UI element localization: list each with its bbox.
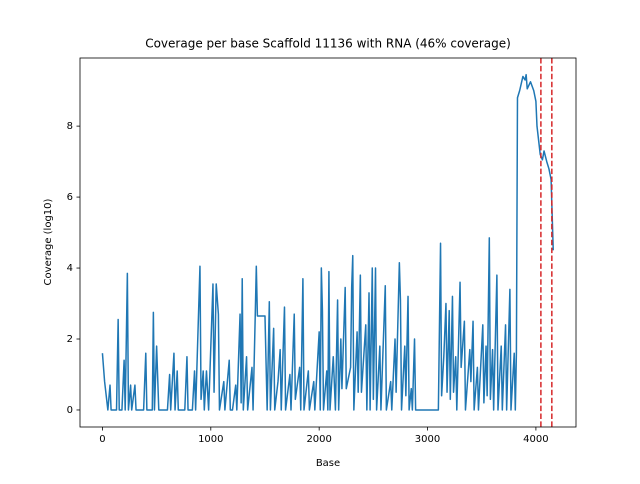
y-tick-label: 6	[67, 192, 73, 203]
axes-frame	[79, 57, 577, 428]
chart-title: Coverage per base Scaffold 11136 with RN…	[145, 37, 511, 51]
x-tick-label: 0	[99, 434, 105, 445]
y-tick-label: 8	[67, 121, 73, 132]
x-tick-label: 4000	[523, 434, 548, 445]
y-tick-label: 2	[67, 334, 73, 345]
data-line	[101, 73, 554, 411]
y-tick-label: 0	[67, 405, 73, 416]
x-tick-label: 3000	[415, 434, 440, 445]
y-axis-label: Coverage (log10)	[43, 198, 54, 285]
x-tick-label: 2000	[306, 434, 331, 445]
x-tick-label: 1000	[198, 434, 223, 445]
x-axis-label: Base	[316, 458, 340, 469]
y-tick-label: 4	[67, 263, 73, 274]
